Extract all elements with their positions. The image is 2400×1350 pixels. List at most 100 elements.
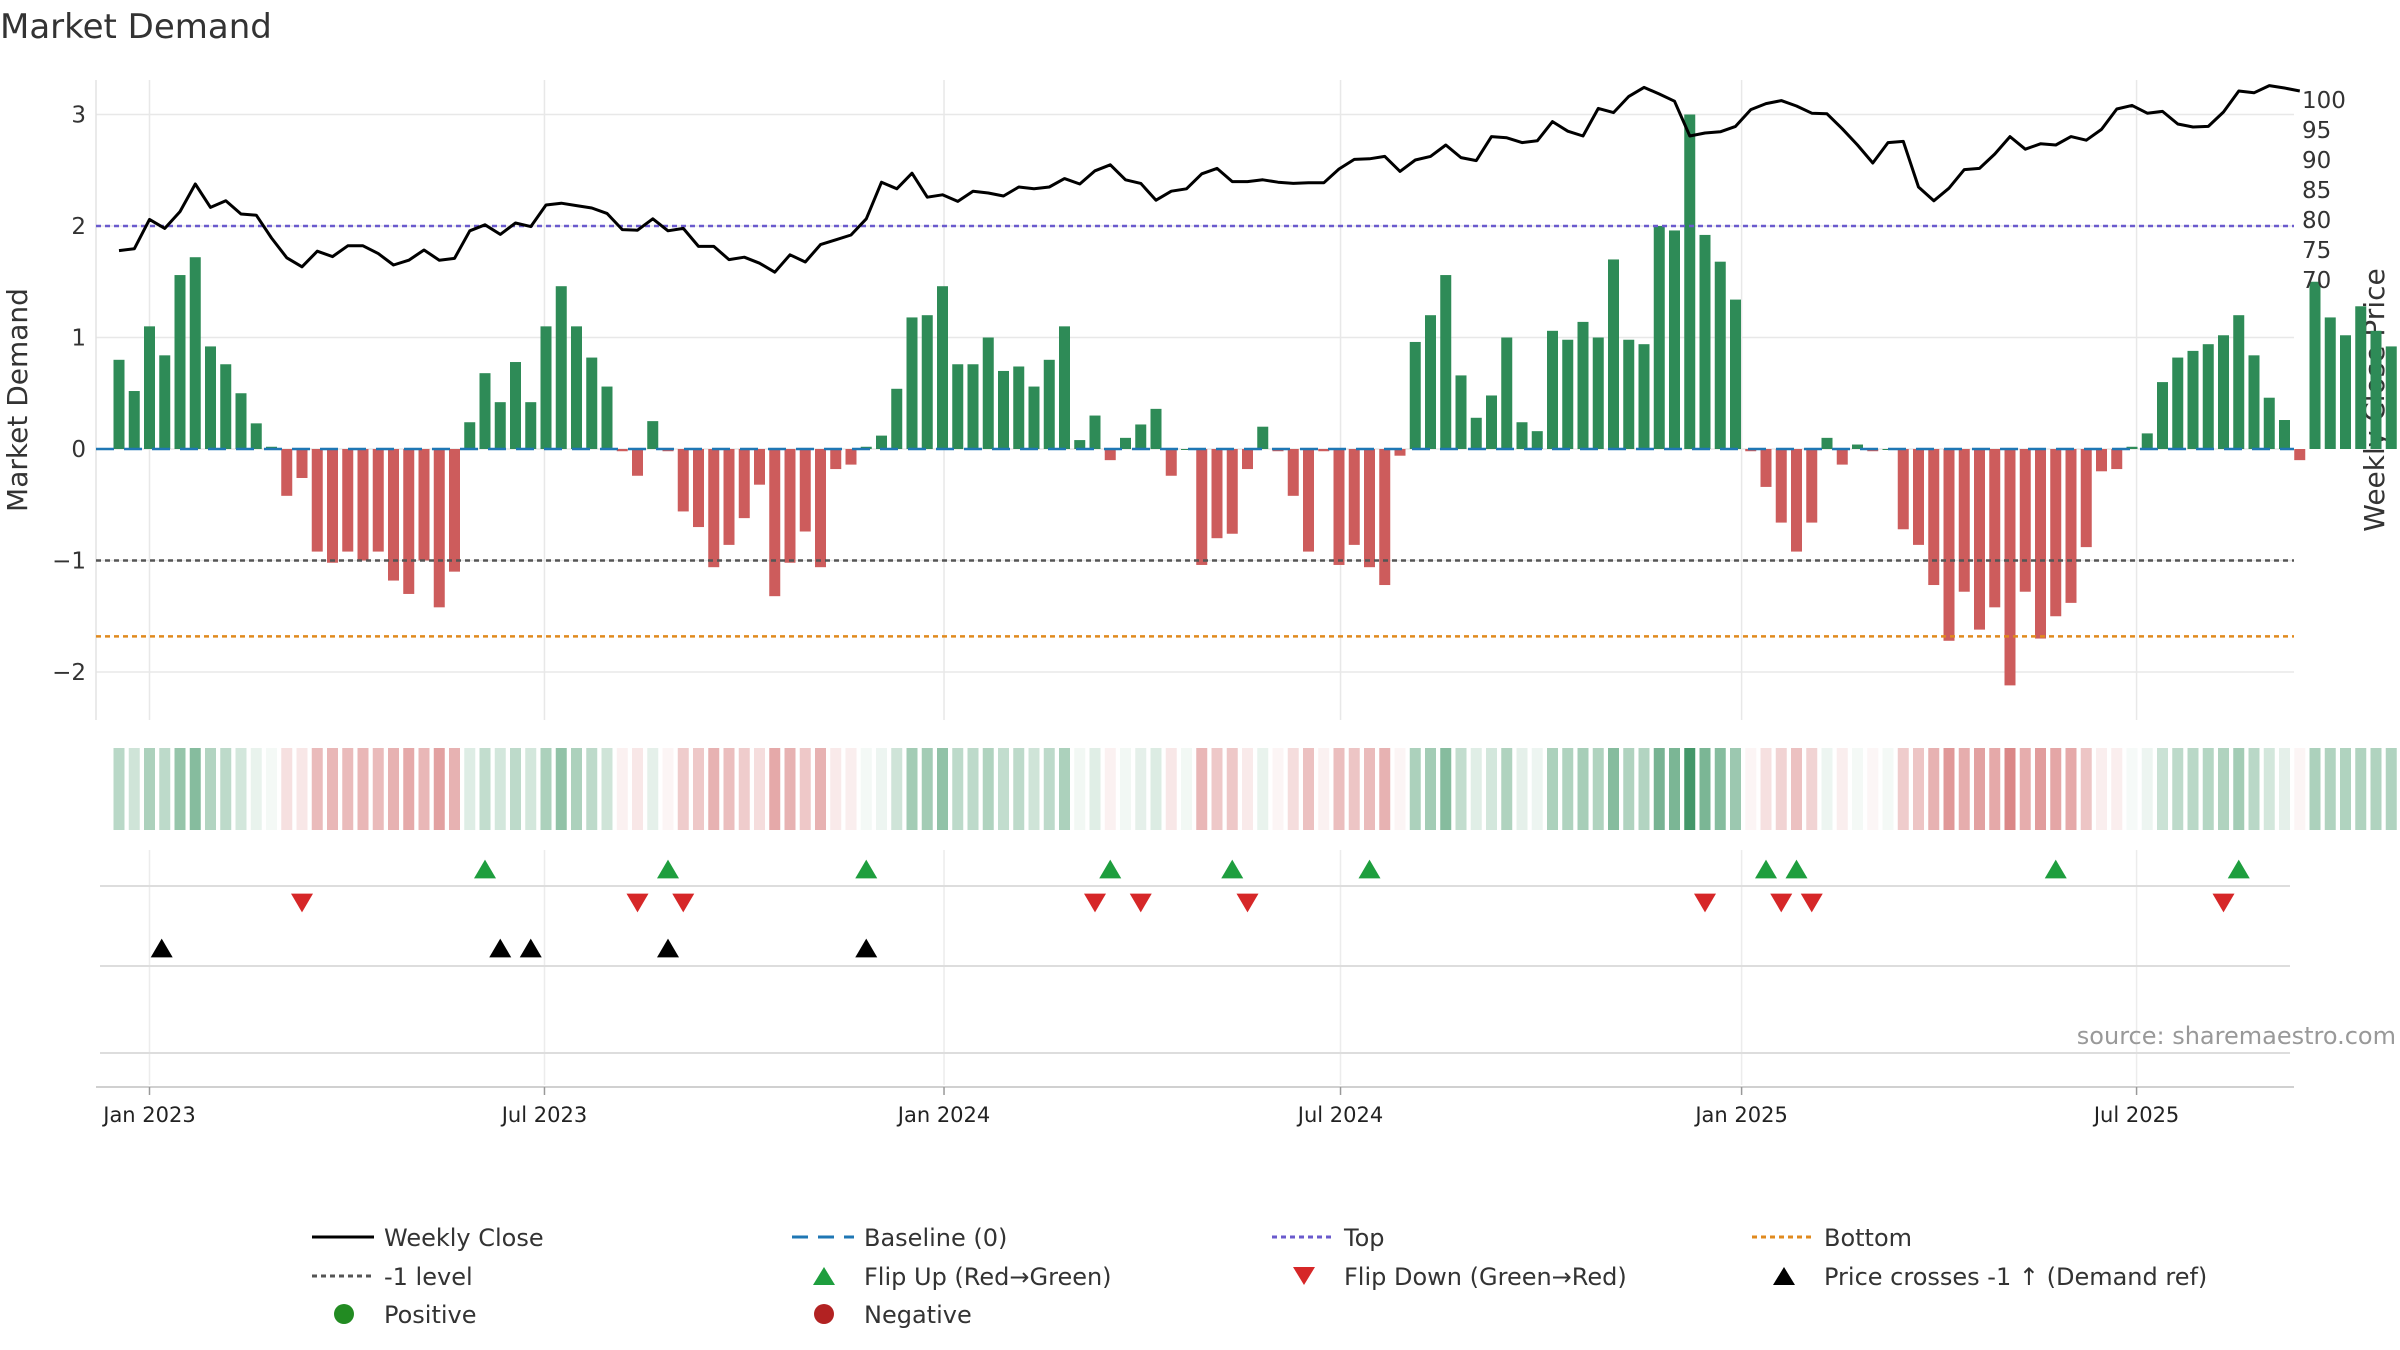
demand-bar: [2111, 449, 2123, 470]
heat-cell: [2080, 748, 2092, 830]
heat-cell: [1043, 748, 1055, 830]
right-tick-label: 70: [2302, 268, 2331, 294]
demand-bar: [2141, 433, 2153, 449]
demand-bar: [220, 364, 232, 449]
right-tick-label: 80: [2302, 208, 2331, 234]
demand-bar: [1394, 449, 1406, 456]
flip-down-marker: [291, 893, 313, 913]
demand-bar: [1318, 449, 1330, 452]
demand-bar: [1821, 437, 1833, 449]
x-tick-label: Jan 2023: [101, 1103, 196, 1127]
demand-bar: [388, 449, 399, 581]
flip-up-marker: [1099, 859, 1122, 879]
heat-cell: [205, 748, 216, 830]
demand-bar: [2187, 350, 2199, 449]
heat-cell: [281, 748, 293, 830]
demand-bar: [2218, 335, 2229, 449]
heat-cell: [1028, 748, 1040, 830]
heat-cell: [1394, 748, 1406, 830]
price-cross-marker: [489, 938, 512, 958]
demand-bar: [2324, 317, 2336, 449]
heat-cell: [937, 748, 948, 830]
heat-cell: [1486, 748, 1497, 830]
heat-cell: [1730, 748, 1741, 830]
heat-cell: [2248, 748, 2260, 830]
heat-cell: [830, 748, 842, 830]
right-tick-label: 100: [2302, 88, 2346, 114]
demand-bar: [677, 449, 689, 512]
heat-cell: [1577, 748, 1589, 830]
demand-bar: [738, 449, 750, 519]
heat-cell: [815, 748, 826, 830]
demand-bar: [1775, 449, 1787, 523]
legend-label: Negative: [864, 1301, 972, 1329]
heat-cell: [1821, 748, 1833, 830]
heat-cell: [418, 748, 430, 830]
heat-cell: [1989, 748, 2001, 830]
heat-cell: [372, 748, 384, 830]
heat-cell: [967, 748, 979, 830]
heat-cell: [1074, 748, 1086, 830]
heat-cell: [2065, 748, 2077, 830]
demand-bar: [449, 449, 460, 572]
demand-bar: [647, 421, 659, 449]
demand-bar: [2065, 449, 2077, 603]
flip-down-marker: [1084, 893, 1106, 913]
heat-cell: [1714, 748, 1726, 830]
demand-bar: [708, 449, 720, 568]
heat-cell: [144, 748, 155, 830]
legend-symbol: [1773, 1267, 1795, 1285]
demand-bar: [1440, 275, 1452, 449]
heat-cell: [403, 748, 415, 830]
chart-title: Market Demand: [0, 7, 272, 47]
demand-bar: [2309, 281, 2321, 449]
flip-down-marker: [2212, 893, 2235, 913]
heat-cell: [738, 748, 750, 830]
demand-bar: [1913, 449, 1924, 545]
heat-cell: [1272, 748, 1284, 830]
demand-bar: [1791, 449, 1802, 552]
heat-cell: [693, 748, 704, 830]
demand-bar: [2294, 449, 2306, 461]
demand-bar: [281, 449, 293, 496]
demand-bar: [1516, 422, 1528, 449]
heat-cell: [2126, 748, 2138, 830]
demand-bar: [2279, 420, 2290, 449]
heat-cell: [1745, 748, 1757, 830]
demand-bar: [1425, 315, 1436, 449]
price-cross-marker: [150, 938, 173, 958]
heat-cell: [1409, 748, 1421, 830]
demand-bar: [113, 359, 125, 449]
demand-bar: [2126, 446, 2138, 449]
reference-lines: [96, 224, 2294, 638]
demand-bar: [1196, 449, 1208, 565]
heat-cell: [1897, 748, 1909, 830]
heat-cell: [1943, 748, 1955, 830]
heat-cell: [1760, 748, 1772, 830]
demand-bar: [525, 402, 537, 449]
heat-cell: [1089, 748, 1101, 830]
heat-cell: [616, 748, 628, 830]
price-cross-marker: [657, 938, 679, 958]
heat-cell: [113, 748, 125, 830]
flip-up-marker: [2044, 859, 2067, 879]
demand-bar: [1638, 344, 1650, 449]
demand-bar: [174, 275, 186, 449]
heat-cell: [845, 748, 857, 830]
demand-bar: [921, 315, 933, 449]
demand-bar: [327, 449, 338, 563]
demand-bar: [1211, 449, 1223, 539]
legend-label: Price crosses -1 ↑ (Demand ref): [1824, 1263, 2207, 1291]
heat-cell: [479, 748, 491, 830]
heat-cell: [647, 748, 659, 830]
heat-cell: [799, 748, 811, 830]
heat-cell: [1226, 748, 1238, 830]
heat-cell: [2111, 748, 2123, 830]
heat-cell: [1775, 748, 1787, 830]
heat-cell: [2141, 748, 2153, 830]
heat-cell: [1440, 748, 1452, 830]
heat-cell: [2202, 748, 2214, 830]
heat-cell: [2263, 748, 2275, 830]
demand-bar: [2202, 344, 2214, 449]
x-tick-label: Jul 2025: [2092, 1103, 2179, 1127]
